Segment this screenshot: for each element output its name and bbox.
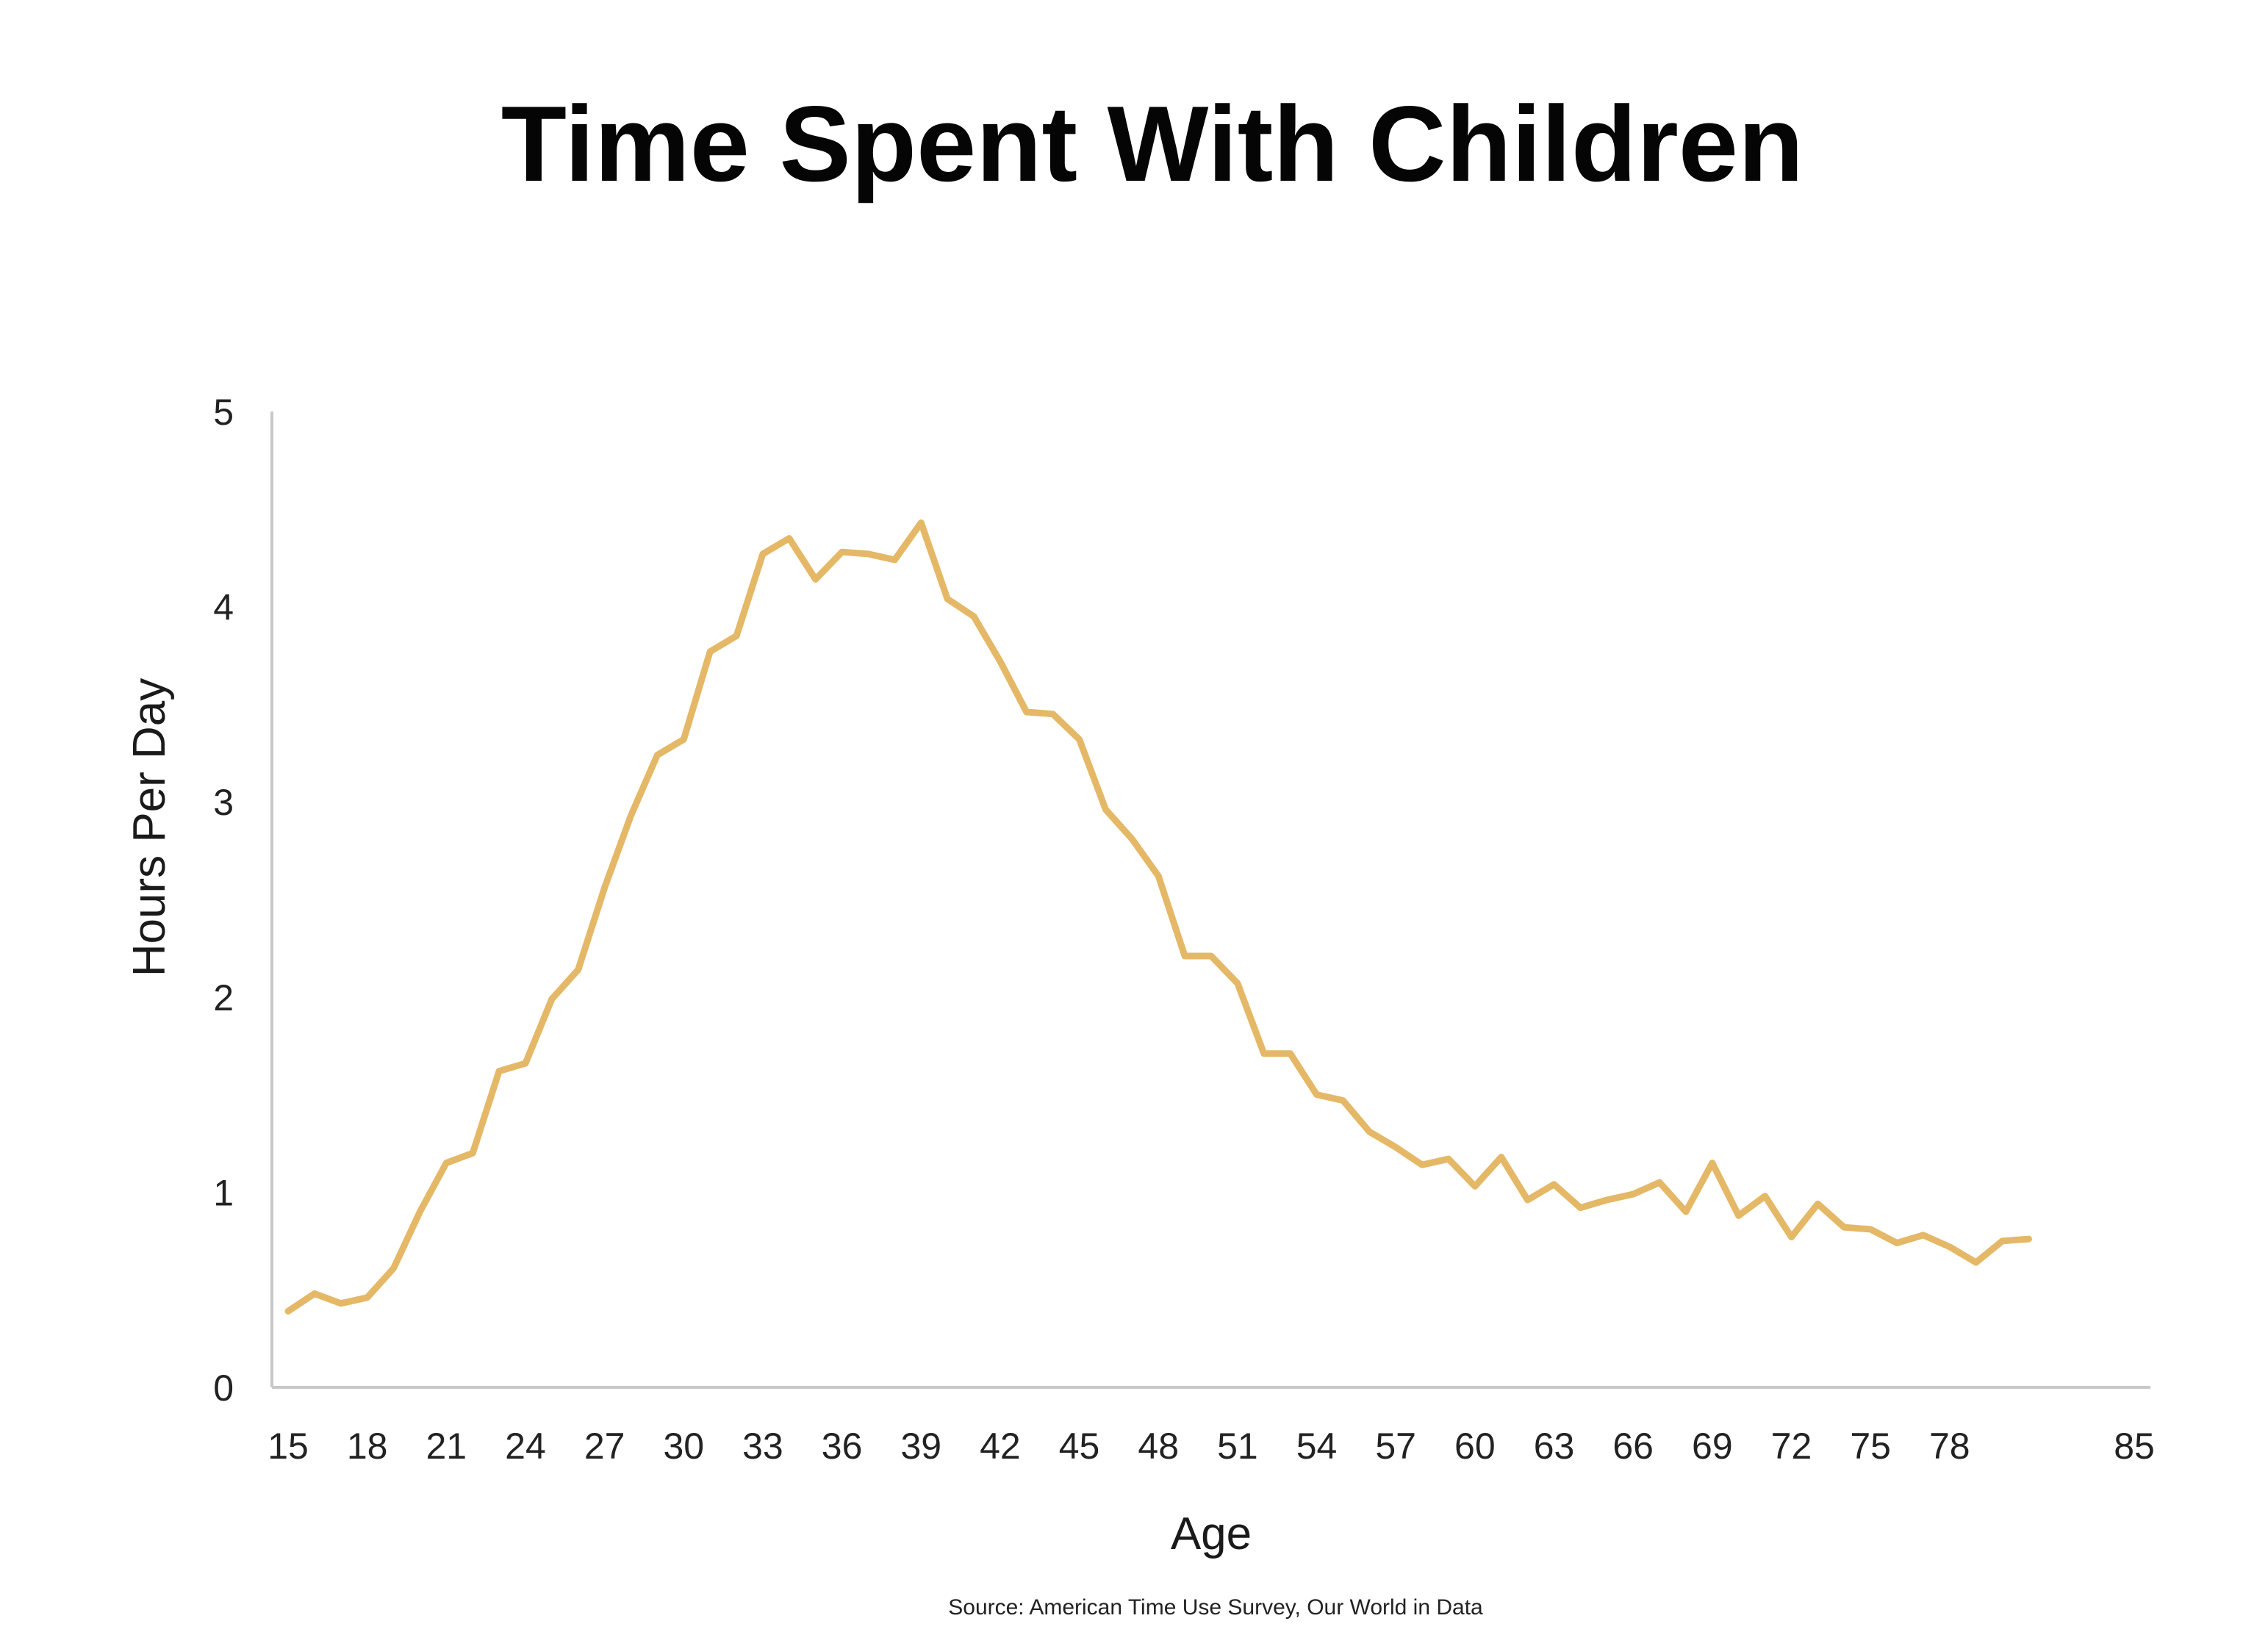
x-tick-label: 36: [822, 1426, 863, 1467]
x-tick-label: 54: [1296, 1426, 1338, 1467]
y-tick-label: 0: [213, 1368, 234, 1409]
x-tick-label: 85: [2114, 1426, 2155, 1467]
x-tick-label: 21: [426, 1426, 467, 1467]
x-tick-label: 78: [1929, 1426, 1970, 1467]
y-axis-ticks: 0 1 2 3 4 5: [213, 392, 234, 1409]
x-tick-label: 63: [1534, 1426, 1575, 1467]
y-tick-label: 1: [213, 1172, 234, 1213]
x-tick-label: 48: [1138, 1426, 1179, 1467]
series-points: [287, 522, 2029, 1312]
x-tick-label: 51: [1217, 1426, 1258, 1467]
x-tick-label: 39: [900, 1426, 941, 1467]
x-tick-label: 57: [1375, 1426, 1416, 1467]
chart-title: Time Spent With Children: [501, 84, 1804, 204]
x-tick-label: 75: [1850, 1426, 1891, 1467]
x-axis-ticks: 15 18 21 24 27 30 33 36 39 42 45 48 51 54 57 60 63 66 69 72…: [268, 1426, 2155, 1467]
x-tick-label: 45: [1059, 1426, 1100, 1467]
x-tick-label: 27: [584, 1426, 625, 1467]
x-tick-label: 30: [663, 1426, 704, 1467]
x-axis-title: Age: [1171, 1509, 1252, 1559]
x-tick-label: 18: [347, 1426, 388, 1467]
x-tick-label: 24: [505, 1426, 546, 1467]
y-tick-label: 4: [213, 587, 234, 628]
y-tick-label: 2: [213, 977, 234, 1018]
x-tick-label: 69: [1692, 1426, 1733, 1467]
x-tick-label: 66: [1612, 1426, 1654, 1467]
x-tick-label: 42: [980, 1426, 1021, 1467]
x-tick-label: 33: [742, 1426, 783, 1467]
y-tick-label: 5: [213, 392, 234, 433]
x-tick-label: 72: [1771, 1426, 1812, 1467]
source-note: Source: American Time Use Survey, Our Wo…: [948, 1595, 1483, 1620]
y-tick-label: 3: [213, 782, 234, 823]
x-tick-label: 60: [1454, 1426, 1496, 1467]
y-axis-title: Hours Per Day: [124, 678, 175, 977]
x-tick-label: 15: [268, 1426, 309, 1467]
